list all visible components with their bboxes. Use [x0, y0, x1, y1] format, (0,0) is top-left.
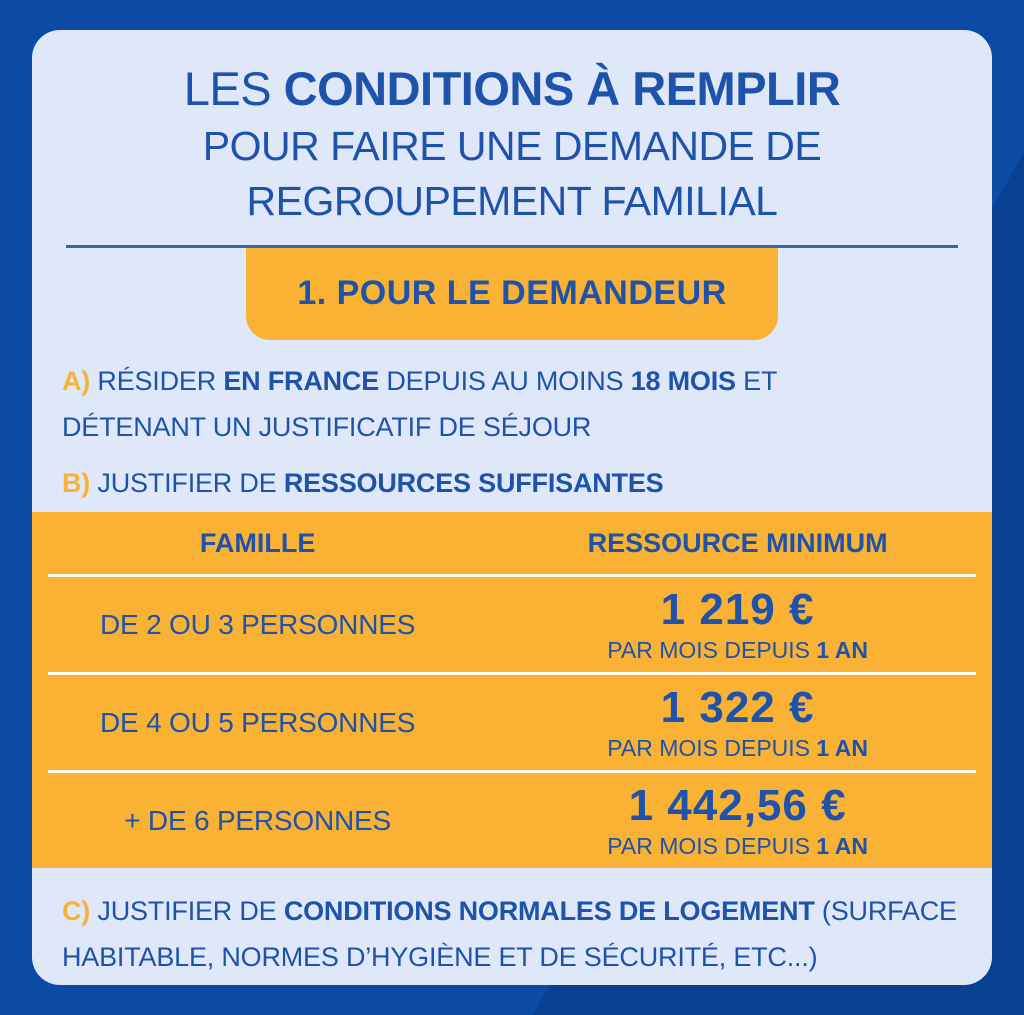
title-line-1: LES CONDITIONS À REMPLIR [32, 60, 992, 119]
condition-c-text: JUSTIFIER DE [90, 896, 284, 927]
condition-a-bold-en-france: EN FRANCE [223, 366, 380, 397]
family-size-label: DE 2 OU 3 PERSONNES [100, 608, 416, 640]
table-header-row: FAMILLE RESSOURCE MINIMUM [32, 512, 992, 574]
resource-amount: 1 219 € [660, 585, 815, 635]
table-row: + DE 6 PERSONNES 1 442,56 € PAR MOIS DEP… [32, 773, 992, 868]
resource-amount: 1 322 € [660, 683, 815, 733]
title-divider-line [66, 245, 958, 249]
resource-period-bold: 1 AN [816, 832, 868, 859]
condition-a-line-1: A) RÉSIDER EN FRANCE DEPUIS AU MOINS 18 … [62, 358, 962, 404]
family-size-label: DE 4 OU 5 PERSONNES [100, 706, 416, 738]
condition-a: A) RÉSIDER EN FRANCE DEPUIS AU MOINS 18 … [32, 358, 992, 450]
table-separator [48, 770, 976, 774]
condition-c-line-2: HABITABLE, NORMES D’HYGIÈNE ET DE SÉCURI… [62, 942, 818, 973]
resource-period-bold: 1 AN [816, 734, 868, 761]
title-line-1-regular: LES [183, 62, 284, 115]
resource-amount-cell: 1 322 € PAR MOIS DEPUIS 1 AN [483, 683, 992, 762]
page-title: LES CONDITIONS À REMPLIR POUR FAIRE UNE … [32, 30, 992, 229]
condition-c-letter: C) [62, 896, 91, 927]
resources-table: FAMILLE RESSOURCE MINIMUM DE 2 OU 3 PERS… [32, 512, 992, 869]
title-line-2: POUR FAIRE UNE DEMANDE DE [202, 122, 822, 169]
condition-a-line-2: DÉTENANT UN JUSTIFICATIF DE SÉJOUR [62, 412, 592, 443]
condition-a-text: RÉSIDER [90, 366, 224, 397]
table-separator [48, 672, 976, 676]
table-header-ressource-minimum: RESSOURCE MINIMUM [587, 527, 888, 558]
infographic-card: LES CONDITIONS À REMPLIR POUR FAIRE UNE … [32, 30, 992, 985]
resource-amount-cell: 1 219 € PAR MOIS DEPUIS 1 AN [483, 585, 992, 664]
title-line-3: REGROUPEMENT FAMILIAL [246, 178, 778, 225]
section-badge-demandeur: 1. POUR LE DEMANDEUR [246, 248, 778, 341]
table-row: DE 2 OU 3 PERSONNES 1 219 € PAR MOIS DEP… [32, 577, 992, 672]
table-separator [48, 574, 976, 578]
condition-b: B) JUSTIFIER DE RESSOURCES SUFFISANTES [32, 460, 992, 506]
resource-period-bold: 1 AN [816, 636, 868, 663]
resource-amount-cell: 1 442,56 € PAR MOIS DEPUIS 1 AN [483, 781, 992, 860]
resource-period-text: PAR MOIS DEPUIS [607, 832, 817, 859]
condition-c-line-1: C) JUSTIFIER DE CONDITIONS NORMALES DE L… [62, 888, 962, 934]
condition-a-text: DEPUIS AU MOINS [379, 366, 631, 397]
title-line-1-bold: CONDITIONS À REMPLIR [283, 62, 841, 115]
family-size-label: + DE 6 PERSONNES [124, 804, 391, 836]
resource-amount: 1 442,56 € [628, 781, 847, 831]
condition-a-text: ET [735, 366, 778, 397]
condition-a-bold-18-mois: 18 MOIS [630, 366, 736, 397]
condition-c-text: (SURFACE [814, 896, 957, 927]
table-header-famille: FAMILLE [199, 527, 316, 558]
condition-c-bold-logement: CONDITIONS NORMALES DE LOGEMENT [283, 896, 815, 927]
resource-period: PAR MOIS DEPUIS 1 AN [483, 735, 992, 762]
condition-c: C) JUSTIFIER DE CONDITIONS NORMALES DE L… [32, 888, 992, 980]
resource-period-text: PAR MOIS DEPUIS [607, 636, 817, 663]
resource-period: PAR MOIS DEPUIS 1 AN [483, 637, 992, 664]
resource-period-text: PAR MOIS DEPUIS [607, 734, 817, 761]
condition-b-letter: B) [62, 468, 91, 499]
condition-b-text: JUSTIFIER DE [90, 468, 284, 499]
condition-a-letter: A) [62, 366, 91, 397]
table-row: DE 4 OU 5 PERSONNES 1 322 € PAR MOIS DEP… [32, 675, 992, 770]
condition-b-bold-ressources: RESSOURCES SUFFISANTES [283, 468, 664, 499]
resource-period: PAR MOIS DEPUIS 1 AN [483, 833, 992, 860]
